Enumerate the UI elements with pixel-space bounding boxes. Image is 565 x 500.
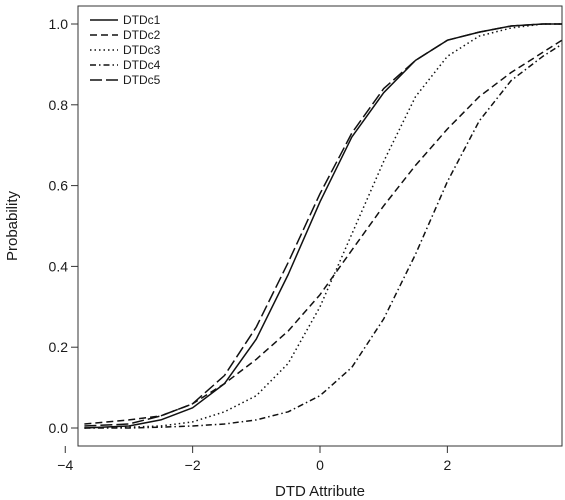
y-tick-label: 1.0 xyxy=(49,16,69,32)
y-tick-label: 0.8 xyxy=(49,97,69,113)
series-line-dtdc2 xyxy=(84,39,563,425)
y-tick-label: 0.4 xyxy=(49,258,69,274)
legend-label: DTDc2 xyxy=(123,28,161,42)
x-tick-label: 2 xyxy=(443,457,451,473)
y-axis: 0.0 0.2 0.4 0.6 0.8 1.0 xyxy=(49,16,78,436)
legend-label: DTDc3 xyxy=(123,43,161,57)
y-tick-label: 0.6 xyxy=(49,178,69,194)
legend-label: DTDc4 xyxy=(123,58,161,72)
x-axis: −4−2024 xyxy=(57,446,451,473)
x-tick-label: 0 xyxy=(316,457,324,473)
plot-frame xyxy=(77,5,563,447)
series-line-dtdc5 xyxy=(84,23,562,427)
y-axis-title: Probability xyxy=(4,190,21,261)
legend-label: DTDc5 xyxy=(123,73,161,87)
y-tick-label: 0.0 xyxy=(49,420,69,436)
y-tick-label: 0.2 xyxy=(49,339,69,355)
x-tick-label: −4 xyxy=(57,457,73,473)
series-lines xyxy=(84,23,563,429)
x-axis-title: DTD Attribute xyxy=(275,483,365,500)
series-line-dtdc4 xyxy=(84,43,563,429)
legend-label: DTDc1 xyxy=(123,13,161,27)
x-tick-label: −2 xyxy=(185,457,201,473)
